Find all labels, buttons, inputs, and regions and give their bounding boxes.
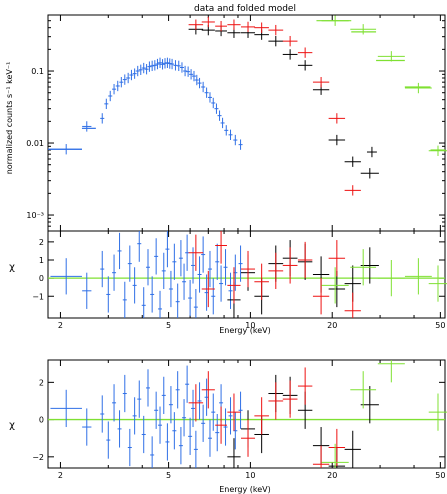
y-tick-label: 2 [39, 238, 44, 247]
series-black [227, 240, 379, 318]
y-tick-label: 0.1 [31, 67, 44, 76]
chart-title: data and folded model [194, 4, 296, 14]
bottom-panel-x-label: Energy (keV) [219, 485, 271, 494]
x-tick-label: 10 [245, 321, 255, 330]
series-green [321, 249, 447, 304]
y-tick-label: −2 [32, 453, 44, 462]
series-blue [48, 57, 243, 155]
x-tick-label: 2 [58, 471, 63, 480]
y-tick-label: −1 [32, 292, 44, 301]
y-tick-label: 0.01 [26, 139, 44, 148]
panel-1: −1 0 1 2 2 5 10 20 50 [32, 230, 447, 330]
series-green [321, 360, 447, 468]
series-black [188, 24, 379, 179]
bottom-panel-y-label: χ [9, 420, 15, 431]
series-red [188, 16, 361, 196]
series-black [227, 374, 379, 468]
panel-2: −2 0 2 2 5 10 20 50 [32, 359, 447, 480]
x-tick-label: 2 [58, 321, 63, 330]
panel-frame [47, 14, 446, 232]
y-tick-label: 1 [39, 256, 44, 265]
y-tick-label: 10⁻³ [26, 211, 44, 220]
series-red [188, 367, 346, 468]
x-tick-label: 50 [435, 321, 445, 330]
series-blue [50, 231, 243, 318]
top-panel-y-label: normalized counts s⁻¹ keV⁻¹ [5, 62, 14, 175]
y-tick-label: 0 [39, 416, 44, 425]
panel-frame [47, 230, 446, 319]
x-tick-label: 20 [327, 471, 337, 480]
y-tick-label: 2 [39, 378, 44, 387]
x-tick-label: 5 [166, 471, 171, 480]
x-tick-label: 10 [245, 471, 255, 480]
middle-panel-y-label: χ [9, 262, 15, 273]
panel-0: 10⁻³ 0.01 0.1 [26, 14, 447, 232]
series-blue [50, 365, 243, 468]
x-tick-label: 50 [435, 471, 445, 480]
series-green [316, 15, 447, 156]
series-red [188, 231, 361, 318]
middle-panel-x-label: Energy (keV) [219, 326, 271, 335]
y-tick-label: 0 [39, 274, 44, 283]
x-tick-label: 5 [166, 321, 171, 330]
x-tick-label: 20 [327, 321, 337, 330]
panel-frame [47, 359, 446, 469]
